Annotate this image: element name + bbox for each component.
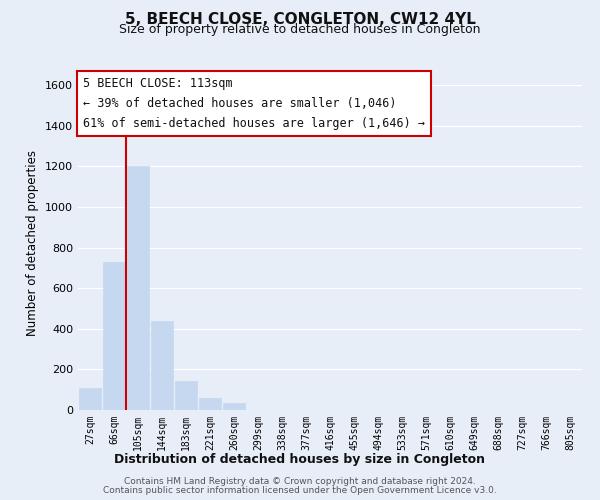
Bar [103,262,125,410]
Text: 5, BEECH CLOSE, CONGLETON, CW12 4YL: 5, BEECH CLOSE, CONGLETON, CW12 4YL [125,12,475,28]
Bar [199,398,221,410]
Y-axis label: Number of detached properties: Number of detached properties [26,150,40,336]
Text: 5 BEECH CLOSE: 113sqm
← 39% of detached houses are smaller (1,046)
61% of semi-d: 5 BEECH CLOSE: 113sqm ← 39% of detached … [83,76,425,130]
Bar [175,380,197,410]
Bar [223,403,245,410]
Bar [151,320,173,410]
Bar [127,166,149,410]
Text: Contains HM Land Registry data © Crown copyright and database right 2024.: Contains HM Land Registry data © Crown c… [124,477,476,486]
Text: Contains public sector information licensed under the Open Government Licence v3: Contains public sector information licen… [103,486,497,495]
Text: Size of property relative to detached houses in Congleton: Size of property relative to detached ho… [119,22,481,36]
Text: Distribution of detached houses by size in Congleton: Distribution of detached houses by size … [115,452,485,466]
Bar [79,388,101,410]
